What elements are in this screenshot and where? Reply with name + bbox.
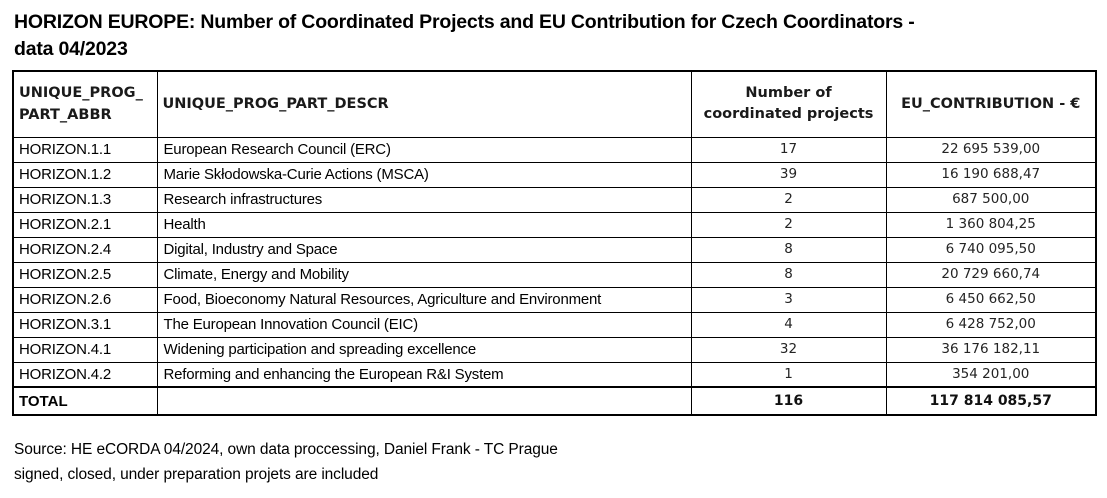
total-descr: [156, 386, 692, 416]
projects-count: 8: [690, 236, 887, 263]
table-row: HORIZON.1.2 Marie Skłodowska-Curie Actio…: [12, 161, 1097, 188]
projects-count: 2: [690, 211, 887, 238]
prog-part-abbr: HORIZON.3.1: [12, 311, 158, 338]
total-projects-count: 116: [690, 386, 887, 416]
table-row: HORIZON.1.3 Research infrastructures 2 6…: [12, 186, 1097, 213]
total-eu-contribution: 117 814 085,57: [885, 386, 1097, 416]
prog-part-descr: Research infrastructures: [156, 186, 692, 213]
column-header-abbr-line1: UNIQUE_PROG_: [19, 85, 143, 102]
prog-part-abbr: HORIZON.2.1: [12, 211, 158, 238]
prog-part-descr: Food, Bioeconomy Natural Resources, Agri…: [156, 286, 692, 313]
prog-part-descr: European Research Council (ERC): [156, 136, 692, 163]
table-row: HORIZON.2.1 Health 2 1 360 804,25: [12, 211, 1097, 238]
prog-part-abbr: HORIZON.4.2: [12, 361, 158, 388]
eu-contribution: 6 740 095,50: [885, 236, 1097, 263]
column-header-prog-part-abbr: UNIQUE_PROG_ PART_ABBR: [12, 70, 158, 138]
prog-part-descr: Health: [156, 211, 692, 238]
eu-contribution: 36 176 182,11: [885, 336, 1097, 363]
page-title: HORIZON EUROPE: Number of Coordinated Pr…: [0, 0, 1107, 63]
eu-contribution: 1 360 804,25: [885, 211, 1097, 238]
table-row: HORIZON.3.1 The European Innovation Coun…: [12, 311, 1097, 338]
projects-table: UNIQUE_PROG_ PART_ABBR UNIQUE_PROG_PART_…: [12, 70, 1097, 416]
prog-part-abbr: HORIZON.4.1: [12, 336, 158, 363]
column-header-projects-count: Number of coordinated projects: [690, 70, 887, 138]
column-header-abbr-line2: PART_ABBR: [19, 107, 112, 124]
eu-contribution: 20 729 660,74: [885, 261, 1097, 288]
source-note-line1: Source: HE eCORDA 04/2024, own data proc…: [14, 441, 558, 458]
page-title-line1: HORIZON EUROPE: Number of Coordinated Pr…: [14, 11, 915, 33]
projects-count: 8: [690, 261, 887, 288]
table-row: HORIZON.2.5 Climate, Energy and Mobility…: [12, 261, 1097, 288]
projects-count: 4: [690, 311, 887, 338]
prog-part-descr: The European Innovation Council (EIC): [156, 311, 692, 338]
eu-contribution: 354 201,00: [885, 361, 1097, 388]
prog-part-abbr: HORIZON.2.5: [12, 261, 158, 288]
total-row: TOTAL 116 117 814 085,57: [12, 386, 1097, 416]
column-header-prog-part-descr: UNIQUE_PROG_PART_DESCR: [156, 70, 692, 138]
total-label: TOTAL: [12, 386, 158, 416]
table-header: UNIQUE_PROG_ PART_ABBR UNIQUE_PROG_PART_…: [12, 70, 1097, 138]
header-row: UNIQUE_PROG_ PART_ABBR UNIQUE_PROG_PART_…: [12, 70, 1097, 138]
eu-contribution: 16 190 688,47: [885, 161, 1097, 188]
eu-contribution: 687 500,00: [885, 186, 1097, 213]
table-row: HORIZON.2.6 Food, Bioeconomy Natural Res…: [12, 286, 1097, 313]
prog-part-descr: Climate, Energy and Mobility: [156, 261, 692, 288]
eu-contribution: 6 428 752,00: [885, 311, 1097, 338]
prog-part-abbr: HORIZON.1.3: [12, 186, 158, 213]
column-header-eu-contribution: EU_CONTRIBUTION - €: [885, 70, 1097, 138]
prog-part-abbr: HORIZON.2.6: [12, 286, 158, 313]
prog-part-abbr: HORIZON.2.4: [12, 236, 158, 263]
table-row: HORIZON.4.1 Widening participation and s…: [12, 336, 1097, 363]
eu-contribution: 22 695 539,00: [885, 136, 1097, 163]
projects-count: 3: [690, 286, 887, 313]
prog-part-descr: Marie Skłodowska-Curie Actions (MSCA): [156, 161, 692, 188]
page-title-line2: data 04/2023: [14, 38, 128, 60]
projects-count: 1: [690, 361, 887, 388]
eu-contribution: 6 450 662,50: [885, 286, 1097, 313]
table-row: HORIZON.2.4 Digital, Industry and Space …: [12, 236, 1097, 263]
source-note-line2: signed, closed, under preparation projet…: [14, 466, 379, 483]
table-row: HORIZON.1.1 European Research Council (E…: [12, 136, 1097, 163]
projects-count: 2: [690, 186, 887, 213]
prog-part-abbr: HORIZON.1.2: [12, 161, 158, 188]
projects-count: 39: [690, 161, 887, 188]
projects-count: 17: [690, 136, 887, 163]
prog-part-descr: Widening participation and spreading exc…: [156, 336, 692, 363]
source-note: Source: HE eCORDA 04/2024, own data proc…: [14, 437, 1107, 487]
table-row: HORIZON.4.2 Reforming and enhancing the …: [12, 361, 1097, 388]
prog-part-descr: Digital, Industry and Space: [156, 236, 692, 263]
projects-count: 32: [690, 336, 887, 363]
prog-part-abbr: HORIZON.1.1: [12, 136, 158, 163]
prog-part-descr: Reforming and enhancing the European R&I…: [156, 361, 692, 388]
table-body: HORIZON.1.1 European Research Council (E…: [12, 136, 1097, 416]
